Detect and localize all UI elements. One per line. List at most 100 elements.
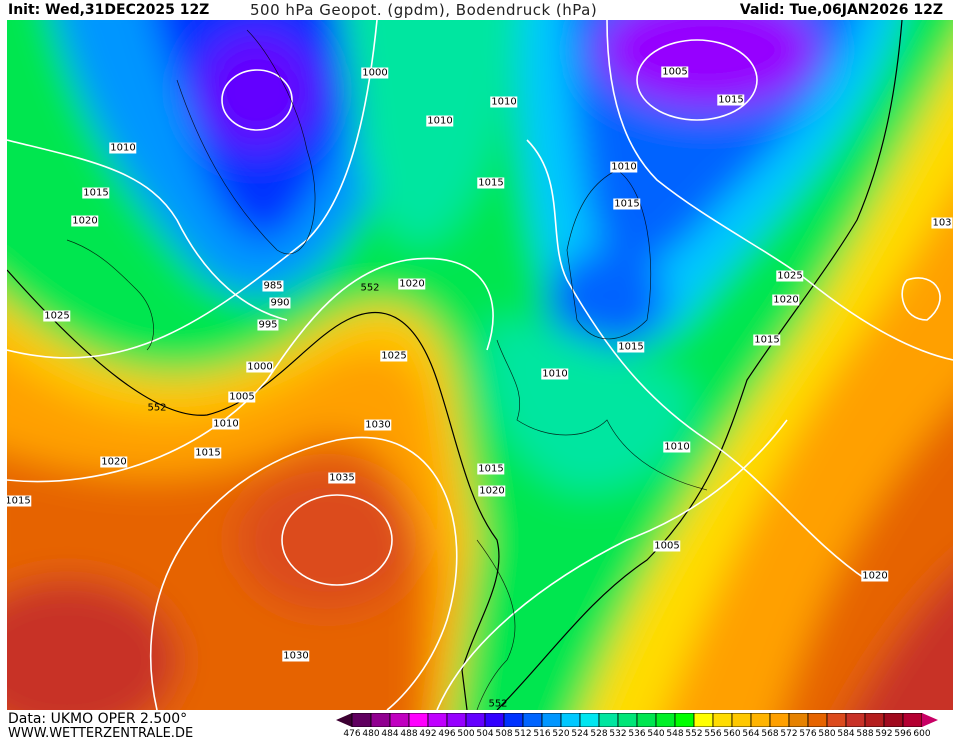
legend-label: 476: [343, 729, 361, 739]
valid-time: Valid: Tue,06JAN2026 12Z: [739, 2, 943, 18]
isobar-label: 1005: [661, 66, 689, 78]
isobar-label: 1005: [228, 391, 256, 403]
isobar-label: 1015: [7, 495, 32, 507]
isobar-label: 1010: [426, 115, 454, 127]
weather-map: 1000 1005 1010 1010 1015 1010 1010 1015 1015 1015…: [7, 20, 953, 710]
isobar-label: 1000: [246, 361, 274, 373]
legend-label: 484: [381, 729, 399, 739]
legend-swatch: [389, 713, 410, 727]
isobar-label: 103: [931, 217, 953, 229]
isobar-label: 1010: [109, 142, 137, 154]
legend-swatch: [731, 713, 752, 727]
legend-swatch: [788, 713, 809, 727]
legend-swatch: [750, 713, 771, 727]
isobar-label: 1020: [861, 570, 889, 582]
legend-label: 584: [837, 729, 855, 739]
legend-label: 556: [704, 729, 722, 739]
legend-swatch: [712, 713, 733, 727]
legend-swatch: [522, 713, 543, 727]
legend-swatch: [845, 713, 866, 727]
isobar-label: 1020: [71, 215, 99, 227]
legend-label: 500: [457, 729, 475, 739]
height-contour-label: 552: [488, 698, 508, 710]
legend-swatch: [408, 713, 429, 727]
isobar-label: 1035: [328, 472, 356, 484]
isobar-label: 1015: [477, 463, 505, 475]
legend-label: 596: [894, 729, 912, 739]
isobar-label: 1025: [776, 270, 804, 282]
legend-label: 480: [362, 729, 380, 739]
geopotential-field: [7, 20, 953, 710]
legend-swatch: [427, 713, 448, 727]
legend-swatch: [541, 713, 562, 727]
legend-swatch: [826, 713, 847, 727]
legend-label: 524: [571, 729, 589, 739]
isobar-label: 1015: [82, 187, 110, 199]
legend-label: 488: [400, 729, 418, 739]
legend-swatch: [560, 713, 581, 727]
isobar-label: 1020: [398, 278, 426, 290]
legend-label: 592: [875, 729, 893, 739]
isobar-label: 995: [257, 319, 279, 331]
isobar-label: 1030: [282, 650, 310, 662]
header: Init: Wed,31DEC2025 12Z 500 hPa Geopot. …: [0, 0, 959, 20]
isobar-label: 1015: [477, 177, 505, 189]
legend-label: 532: [609, 729, 627, 739]
isobar-label: 1020: [100, 456, 128, 468]
isobar-label: 990: [269, 297, 291, 309]
legend-swatch: [484, 713, 505, 727]
height-contour-label: 552: [147, 402, 167, 414]
legend-swatch: [693, 713, 714, 727]
legend-label: 576: [799, 729, 817, 739]
legend-swatch: [503, 713, 524, 727]
isobar-label: 1015: [753, 334, 781, 346]
isobar-label: 1010: [212, 418, 240, 430]
isobar-label: 1015: [717, 94, 745, 106]
legend-swatch: [465, 713, 486, 727]
isobar-label: 1025: [380, 350, 408, 362]
data-source: Data: UKMO OPER 2.500°: [8, 711, 188, 727]
legend-label: 588: [856, 729, 874, 739]
legend-label: 560: [723, 729, 741, 739]
legend-swatch: [370, 713, 391, 727]
isobar-label: 1015: [613, 198, 641, 210]
legend-swatch: [636, 713, 657, 727]
isobar-label: 1010: [610, 161, 638, 173]
legend-swatch: [579, 713, 600, 727]
isobar-label: 1020: [478, 485, 506, 497]
legend-label: 508: [495, 729, 513, 739]
legend-label: 504: [476, 729, 494, 739]
legend-swatch: [883, 713, 904, 727]
legend-swatch: [807, 713, 828, 727]
legend-label: 520: [552, 729, 570, 739]
legend-swatch: [598, 713, 619, 727]
legend-label: 564: [742, 729, 760, 739]
init-time: Init: Wed,31DEC2025 12Z: [8, 2, 210, 18]
legend-label: 540: [647, 729, 665, 739]
legend-swatch: [446, 713, 467, 727]
chart-title: 500 hPa Geopot. (gpdm), Bodendruck (hPa): [250, 1, 598, 19]
legend-label: 536: [628, 729, 646, 739]
legend-label: 548: [666, 729, 684, 739]
isobar-label: 1010: [663, 441, 691, 453]
color-legend: [336, 713, 938, 727]
isobar-label: 1025: [43, 310, 71, 322]
legend-high-arrow: [922, 713, 938, 727]
legend-label: 568: [761, 729, 779, 739]
isobar-label: 1000: [361, 67, 389, 79]
legend-label: 572: [780, 729, 798, 739]
legend-label: 516: [533, 729, 551, 739]
legend-label: 600: [913, 729, 931, 739]
website: WWW.WETTERZENTRALE.DE: [8, 726, 194, 741]
isobar-label: 985: [262, 280, 284, 292]
isobar-label: 1030: [364, 419, 392, 431]
legend-swatch: [655, 713, 676, 727]
legend-label: 496: [438, 729, 456, 739]
isobar-label: 1015: [617, 341, 645, 353]
legend-swatch: [864, 713, 885, 727]
isobar-label: 1010: [490, 96, 518, 108]
legend-swatch: [674, 713, 695, 727]
legend-label: 512: [514, 729, 532, 739]
legend-label: 552: [685, 729, 703, 739]
isobar-label: 1020: [772, 294, 800, 306]
